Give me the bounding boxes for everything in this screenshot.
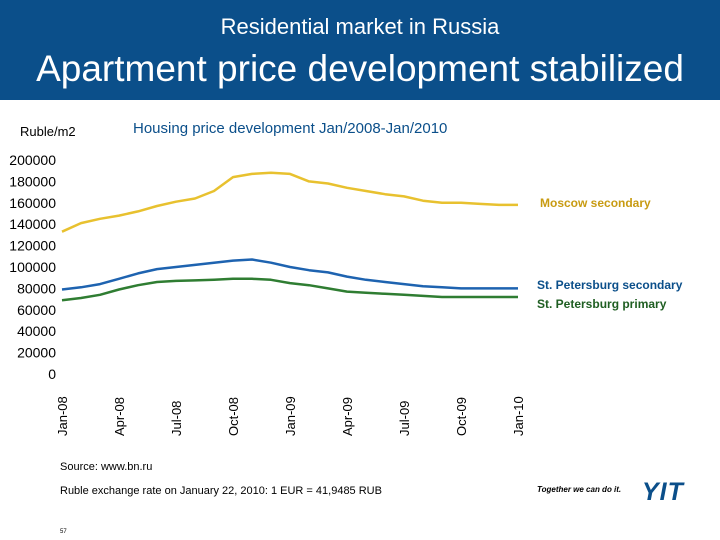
x-tick-label: Apr-09 — [340, 397, 355, 436]
series-label-spb-secondary: St. Petersburg secondary — [537, 278, 683, 292]
y-tick-label: 140000 — [9, 216, 56, 232]
chart-title: Housing price development Jan/2008-Jan/2… — [133, 120, 448, 137]
y-tick-label: 20000 — [17, 345, 56, 361]
price-chart: 2000001800001600001400001200001000008000… — [9, 152, 683, 436]
slide-title: Apartment price development stabilized — [36, 48, 684, 89]
y-tick-label: 160000 — [9, 195, 56, 211]
series-label-moscow-secondary: Moscow secondary — [540, 196, 651, 210]
slide-supertitle: Residential market in Russia — [220, 14, 500, 39]
x-tick-label: Jul-09 — [397, 401, 412, 436]
source-note: Source: www.bn.ru — [60, 461, 153, 473]
exchange-rate-note: Ruble exchange rate on January 22, 2010:… — [60, 485, 382, 497]
y-tick-label: 0 — [48, 366, 56, 382]
y-tick-label: 120000 — [9, 238, 56, 254]
series-label-spb-primary: St. Petersburg primary — [537, 297, 667, 311]
x-tick-label: Jan-09 — [283, 396, 298, 436]
company-slogan: Together we can do it. — [537, 485, 622, 494]
y-tick-label: 60000 — [17, 302, 56, 318]
x-tick-label: Jul-08 — [169, 401, 184, 436]
y-tick-label: 40000 — [17, 323, 56, 339]
moscow-secondary-line — [61, 171, 518, 233]
x-tick-label: Oct-08 — [226, 397, 241, 436]
page-number: 57 — [60, 529, 67, 535]
y-tick-label: 200000 — [9, 152, 56, 168]
y-tick-label: 80000 — [17, 280, 56, 296]
x-tick-label: Oct-09 — [454, 397, 469, 436]
y-tick-label: 100000 — [9, 259, 56, 275]
y-tick-label: 180000 — [9, 173, 56, 189]
y-axis-unit-label: Ruble/m2 — [20, 124, 76, 139]
spb-primary-line — [61, 277, 518, 302]
spb-secondary-line — [61, 258, 518, 291]
header-banner: Residential market in Russia Apartment p… — [0, 0, 720, 100]
x-tick-label: Jan-10 — [511, 396, 526, 436]
yit-logo: YIT — [642, 478, 684, 506]
x-tick-label: Apr-08 — [112, 397, 127, 436]
x-tick-label: Jan-08 — [55, 396, 70, 436]
